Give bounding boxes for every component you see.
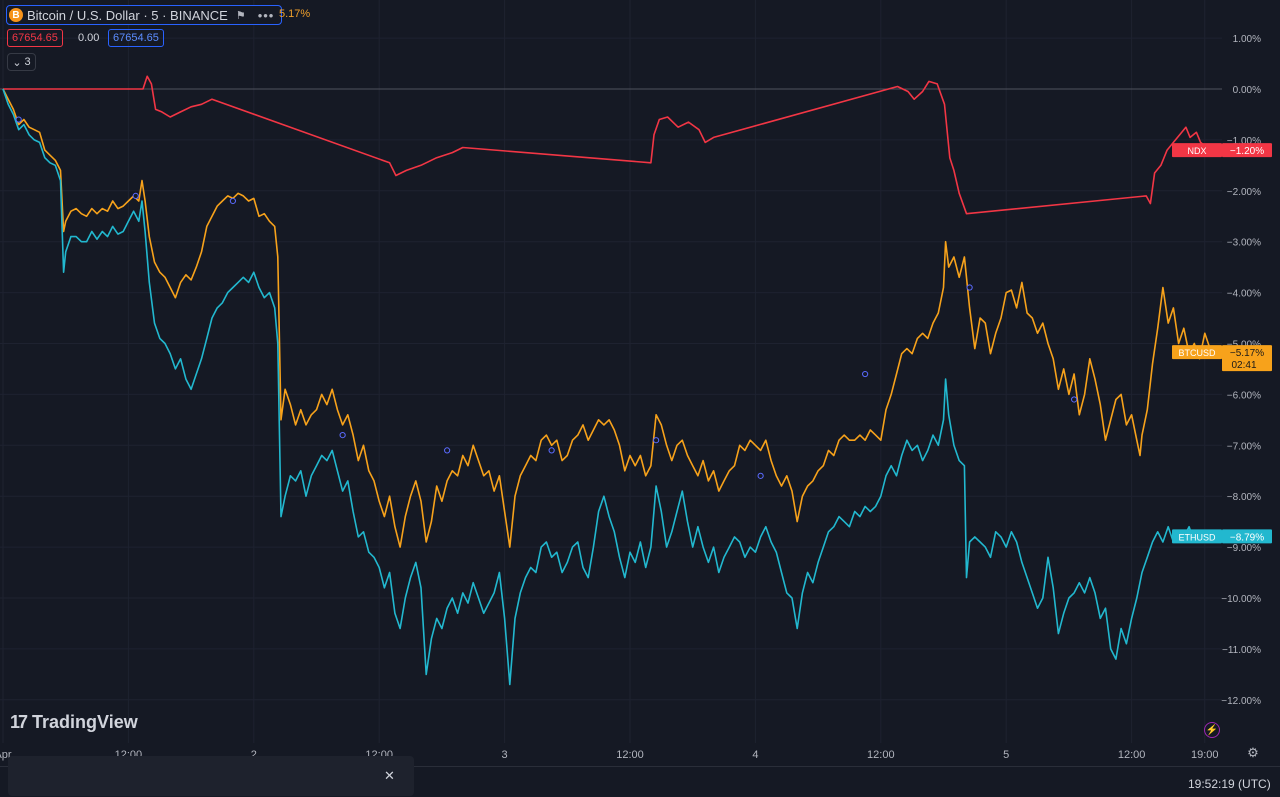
bottom-panel [8,756,414,796]
x-tick-label: 5 [1003,749,1009,761]
series-name-label: ETHUSD [1178,532,1216,542]
flag-icon[interactable]: ⚑ [235,9,246,22]
series-name-label: BTCUSD [1178,348,1216,358]
countdown-label: 02:41 [1231,360,1256,371]
y-tick-label: −8.00% [1227,492,1261,503]
spread-value: 0.00 [78,32,100,44]
y-tick-label: −11.00% [1222,645,1261,656]
symbol-legend[interactable]: B Bitcoin / U.S. Dollar · 5 · BINANCE ⚑ … [6,5,282,25]
y-tick-label: 1.00% [1233,34,1261,45]
event-marker [862,370,869,378]
event-marker [229,197,236,205]
x-tick-label: 12:00 [867,749,895,761]
event-marker [339,432,346,439]
last-value-box [1222,143,1272,158]
event-marker [757,472,764,479]
x-tick-label: Apr [0,749,12,761]
indicator-count: 3 [24,56,31,68]
series-line-ethusd [2,88,1216,686]
y-tick-label: −2.00% [1227,187,1261,198]
series-name-label: NDX [1187,146,1206,156]
x-tick-label: 19:00 [1191,749,1219,761]
event-marker [1071,396,1078,403]
event-marker [132,192,139,199]
series-line-ndx [3,75,1216,215]
x-tick-label: 2 [251,749,257,761]
y-tick-label: −4.00% [1227,289,1261,300]
last-value-box [1222,529,1272,544]
indicators-collapse-button[interactable]: ⌄ 3 [7,53,36,71]
time-readout: 19:52:19 (UTC) [1188,777,1271,791]
y-tick-label: −6.00% [1227,390,1261,401]
event-marker [15,116,22,123]
tradingview-wordmark: TradingView [32,712,138,732]
more-options-icon[interactable]: ••• [257,7,275,23]
last-value-label: −8.79% [1230,532,1264,543]
y-tick-label: −12.00% [1221,696,1261,707]
tradingview-mark-icon: 17 [10,712,28,732]
x-tick-label: 4 [752,749,758,761]
symbol-title: Bitcoin / U.S. Dollar · 5 · BINANCE [27,7,228,23]
sell-price-box[interactable]: 67654.65 [7,29,63,47]
y-tick-label: −3.00% [1227,238,1261,249]
y-tick-label: 0.00% [1233,85,1261,96]
chevron-down-icon: ⌄ [12,56,22,69]
series-tag-ndx [1172,143,1222,158]
y-tick-label: −5.00% [1227,340,1261,351]
last-value-label: −1.20% [1230,146,1264,157]
event-marker [444,447,451,454]
event-marker [653,437,660,444]
tradingview-logo[interactable]: 17 TradingView [10,712,138,733]
event-marker [966,284,973,291]
settings-gear-icon[interactable]: ⚙ [1247,745,1259,760]
close-icon[interactable]: ✕ [384,768,395,783]
y-tick-label: −1.00% [1227,136,1261,147]
x-tick-label: 3 [502,749,508,761]
buy-price-box[interactable]: 67654.65 [108,29,164,47]
x-tick-label: 12:00 [616,749,644,761]
last-value-label: −5.17% [1230,348,1264,359]
x-tick-label: 12:00 [1118,749,1146,761]
series-tag-ethusd [1172,529,1222,544]
lightning-icon[interactable]: ⚡ [1204,722,1220,738]
y-tick-label: −9.00% [1227,543,1261,554]
y-tick-label: −10.00% [1221,594,1261,605]
event-marker [548,447,555,454]
time-axis-separator [0,766,1280,767]
series-line-btcusd [2,88,1216,548]
bitcoin-logo-icon: B [9,8,23,22]
last-value-box [1222,345,1272,372]
header-change-percent: 5.17% [279,8,311,20]
series-tag-btcusd [1172,345,1222,360]
y-tick-label: −7.00% [1227,441,1261,452]
